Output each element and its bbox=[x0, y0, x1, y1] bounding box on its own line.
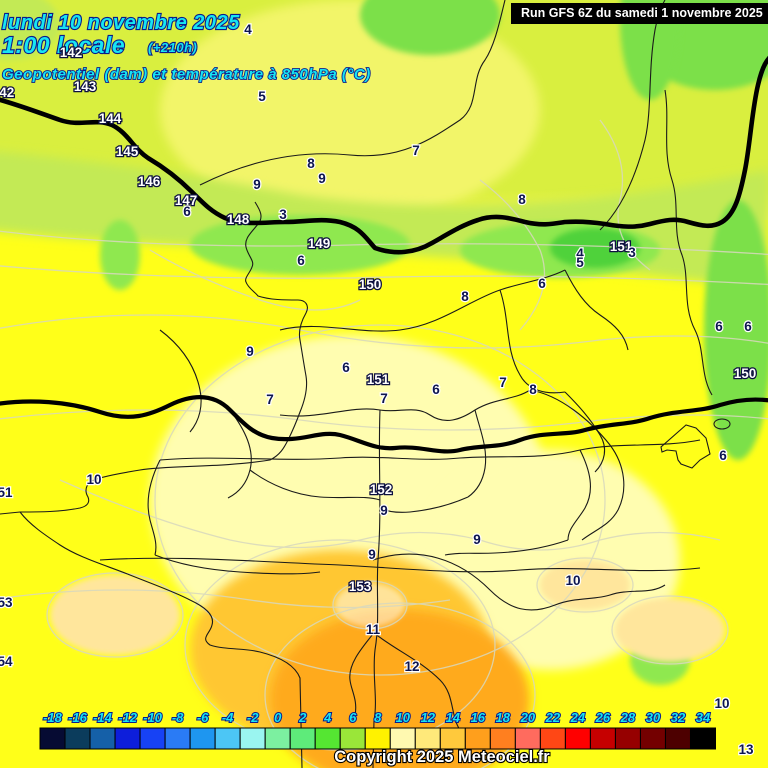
svg-text:5: 5 bbox=[258, 89, 266, 104]
svg-text:3: 3 bbox=[279, 207, 287, 222]
svg-text:10: 10 bbox=[396, 710, 411, 725]
svg-text:-10: -10 bbox=[143, 710, 163, 725]
svg-text:12: 12 bbox=[421, 710, 436, 725]
svg-text:-16: -16 bbox=[68, 710, 88, 725]
svg-text:9: 9 bbox=[473, 532, 481, 547]
svg-text:150: 150 bbox=[359, 277, 382, 292]
svg-text:Copyright 2025 Meteociel.fr: Copyright 2025 Meteociel.fr bbox=[334, 748, 550, 766]
svg-text:-14: -14 bbox=[93, 710, 113, 725]
svg-text:9: 9 bbox=[253, 177, 261, 192]
svg-text:8: 8 bbox=[374, 710, 382, 725]
svg-text:-8: -8 bbox=[172, 710, 184, 725]
svg-text:53: 53 bbox=[0, 595, 13, 610]
svg-text:2: 2 bbox=[298, 710, 307, 725]
svg-text:6: 6 bbox=[719, 448, 727, 463]
svg-text:146: 146 bbox=[138, 174, 161, 189]
svg-text:150: 150 bbox=[734, 366, 757, 381]
svg-text:8: 8 bbox=[461, 289, 469, 304]
svg-text:8: 8 bbox=[518, 192, 526, 207]
svg-text:54: 54 bbox=[0, 654, 13, 669]
svg-text:6: 6 bbox=[744, 319, 752, 334]
svg-text:10: 10 bbox=[86, 472, 101, 487]
svg-text:4: 4 bbox=[244, 22, 252, 37]
svg-text:22: 22 bbox=[545, 710, 561, 725]
svg-text:6: 6 bbox=[349, 710, 357, 725]
svg-text:18: 18 bbox=[496, 710, 511, 725]
svg-text:6: 6 bbox=[342, 360, 350, 375]
svg-text:11: 11 bbox=[366, 622, 381, 637]
svg-text:-12: -12 bbox=[118, 710, 138, 725]
svg-text:30: 30 bbox=[646, 710, 661, 725]
svg-text:7: 7 bbox=[380, 391, 388, 406]
svg-text:51: 51 bbox=[0, 485, 13, 500]
svg-text:24: 24 bbox=[570, 710, 586, 725]
svg-text:8: 8 bbox=[307, 156, 315, 171]
svg-text:13: 13 bbox=[738, 742, 754, 757]
svg-text:-4: -4 bbox=[222, 710, 234, 725]
svg-text:3: 3 bbox=[628, 245, 636, 260]
svg-text:8: 8 bbox=[529, 382, 537, 397]
svg-text:28: 28 bbox=[620, 710, 636, 725]
svg-text:-2: -2 bbox=[247, 710, 259, 725]
svg-text:143: 143 bbox=[74, 79, 97, 94]
svg-text:26: 26 bbox=[595, 710, 611, 725]
svg-text:7: 7 bbox=[266, 392, 274, 407]
svg-text:142: 142 bbox=[0, 85, 14, 100]
svg-text:142: 142 bbox=[60, 45, 83, 60]
svg-text:-18: -18 bbox=[43, 710, 63, 725]
svg-text:10: 10 bbox=[565, 573, 580, 588]
svg-text:9: 9 bbox=[318, 171, 326, 186]
svg-text:6: 6 bbox=[538, 276, 546, 291]
svg-text:16: 16 bbox=[471, 710, 486, 725]
svg-text:0: 0 bbox=[274, 710, 282, 725]
svg-text:5: 5 bbox=[576, 255, 584, 270]
svg-text:12: 12 bbox=[404, 659, 419, 674]
svg-text:4: 4 bbox=[323, 710, 332, 725]
svg-text:151: 151 bbox=[367, 372, 390, 387]
svg-text:7: 7 bbox=[499, 375, 507, 390]
svg-text:32: 32 bbox=[671, 710, 686, 725]
svg-text:14: 14 bbox=[446, 710, 461, 725]
svg-text:34: 34 bbox=[696, 710, 711, 725]
svg-text:6: 6 bbox=[432, 382, 440, 397]
svg-text:149: 149 bbox=[308, 236, 331, 251]
svg-text:6: 6 bbox=[715, 319, 723, 334]
svg-text:10: 10 bbox=[714, 696, 729, 711]
svg-text:9: 9 bbox=[246, 344, 254, 359]
svg-text:145: 145 bbox=[116, 144, 139, 159]
svg-text:7: 7 bbox=[412, 143, 420, 158]
svg-text:148: 148 bbox=[227, 212, 250, 227]
svg-text:6: 6 bbox=[183, 204, 191, 219]
svg-text:152: 152 bbox=[370, 482, 393, 497]
svg-text:9: 9 bbox=[368, 547, 376, 562]
svg-text:144: 144 bbox=[99, 111, 122, 126]
svg-text:9: 9 bbox=[380, 503, 388, 518]
svg-text:-6: -6 bbox=[197, 710, 209, 725]
svg-text:20: 20 bbox=[520, 710, 536, 725]
svg-text:6: 6 bbox=[297, 253, 305, 268]
svg-text:153: 153 bbox=[349, 579, 372, 594]
